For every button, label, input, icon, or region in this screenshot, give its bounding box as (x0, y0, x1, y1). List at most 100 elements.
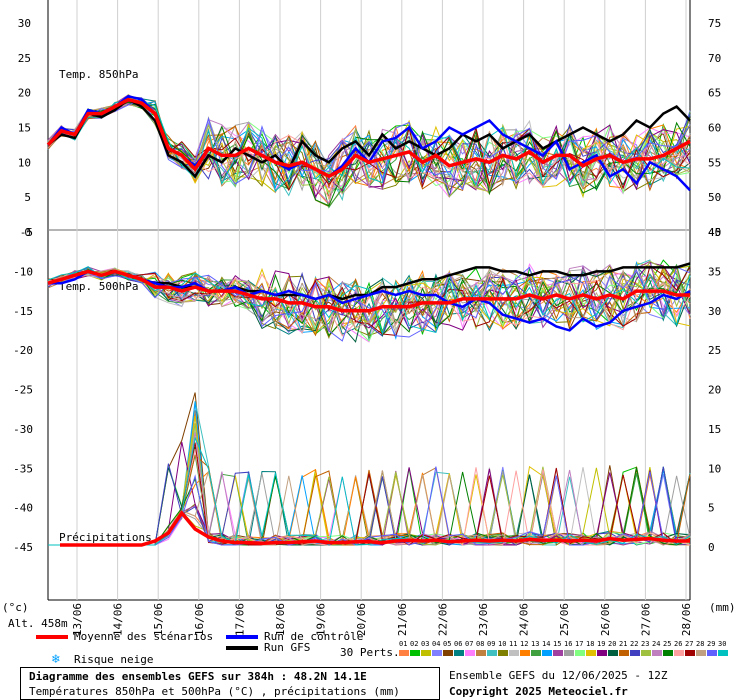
pert-number-label: 04 (432, 640, 441, 648)
pert-color-swatch (542, 650, 552, 656)
pert-color-swatch (619, 650, 629, 656)
precip-member-line (48, 400, 691, 546)
pert-color-swatch (421, 650, 431, 656)
pert-color-swatch (443, 650, 453, 656)
pert-number-label: 05 (443, 640, 452, 648)
pert-number-label: 11 (509, 640, 518, 648)
pert-color-swatch (696, 650, 706, 656)
pert-color-swatch (564, 650, 574, 656)
t500-left-tick: -35 (13, 462, 33, 475)
pert-number-label: 20 (608, 640, 617, 648)
t500-left-tick: -20 (13, 344, 33, 357)
legend-snow-label: Risque neige (74, 653, 154, 666)
legend-perts-label: 30 Perts. (340, 646, 400, 659)
precip-mean-line (60, 510, 690, 547)
pert-number-label: 18 (586, 640, 595, 648)
x-tick-label: 25/06 (558, 603, 571, 636)
t850-right-tick: 75 (708, 17, 721, 30)
x-tick-label: 19/06 (315, 603, 328, 636)
x-tick-label: 16/06 (193, 603, 206, 636)
pert-number-label: 03 (421, 640, 430, 648)
pert-color-swatch (597, 650, 607, 656)
pert-color-swatch (509, 650, 519, 656)
pert-color-swatch (465, 650, 475, 656)
pert-color-swatch (476, 650, 486, 656)
pert-number-label: 09 (487, 640, 496, 648)
t850-right-tick: 50 (708, 191, 721, 204)
right-unit-label: (mm) (709, 601, 736, 614)
pert-number-label: 07 (465, 640, 474, 648)
t850-right-tick: 60 (708, 122, 721, 135)
altitude-label: Alt. 458m (8, 617, 68, 630)
pert-number-label: 26 (674, 640, 683, 648)
legend-gfs-swatch (226, 646, 258, 650)
pert-number-label: 25 (663, 640, 672, 648)
x-tick-label: 22/06 (436, 603, 449, 636)
pert-color-swatch (399, 650, 409, 656)
x-tick-label: 14/06 (112, 603, 125, 636)
t850-left-tick: 0 (24, 226, 31, 239)
precip-right-tick: 5 (708, 502, 715, 515)
t850-panel-title: Temp. 850hPa (59, 68, 138, 81)
pert-color-swatch (410, 650, 420, 656)
pert-number-label: 14 (542, 640, 551, 648)
pert-color-swatch (575, 650, 585, 656)
precip-right-tick: 40 (708, 226, 721, 239)
pert-number-label: 17 (575, 640, 584, 648)
pert-color-swatch (531, 650, 541, 656)
pert-number-label: 12 (520, 640, 529, 648)
t500-member-line (47, 266, 691, 336)
t850-left-tick: 5 (24, 191, 31, 204)
t500-control-line (48, 270, 691, 332)
t850-right-tick: 65 (708, 87, 721, 100)
pert-number-label: 16 (564, 640, 573, 648)
t500-left-tick: -10 (13, 265, 33, 278)
t500-mean-line (47, 269, 690, 313)
t500-left-tick: -5 (20, 226, 33, 239)
pert-number-label: 21 (619, 640, 628, 648)
legend-gfs-label: Run GFS (264, 641, 311, 654)
t500-left-tick: -30 (13, 423, 33, 436)
t850-left-tick: 15 (18, 122, 31, 135)
precip-right-tick: 20 (708, 384, 721, 397)
x-tick-label: 27/06 (639, 603, 652, 636)
pert-color-swatch (608, 650, 618, 656)
x-tick-label: 15/06 (152, 603, 165, 636)
t500-left-tick: -40 (13, 502, 33, 515)
precip-right-tick: 30 (708, 305, 721, 318)
pert-number-label: 22 (630, 640, 639, 648)
precip-right-tick: 25 (708, 344, 721, 357)
x-tick-label: 28/06 (680, 603, 693, 636)
pert-number-label: 24 (652, 640, 661, 648)
t850-mean-line (46, 97, 691, 179)
pert-color-swatch (498, 650, 508, 656)
x-tick-label: 20/06 (355, 603, 368, 636)
t850-member-line (47, 101, 691, 207)
t850-left-tick: 30 (18, 17, 31, 30)
pert-number-label: 08 (476, 640, 485, 648)
precip-right-tick: 35 (708, 265, 721, 278)
footer-subtitle: Températures 850hPa et 500hPa (°C) , pré… (29, 685, 400, 698)
pert-color-swatch (685, 650, 695, 656)
t850-right-tick: 55 (708, 156, 721, 169)
pert-color-swatch (674, 650, 684, 656)
pert-color-swatch (553, 650, 563, 656)
t850-member-line (47, 96, 691, 195)
pert-color-swatch (707, 650, 717, 656)
pert-number-label: 29 (707, 640, 716, 648)
t850-member-line (47, 97, 691, 190)
precip-panel-title: Précipitations (59, 531, 152, 544)
t850-left-tick: 25 (18, 52, 31, 65)
left-unit-label: (°c) (2, 601, 29, 614)
t850-gfs-line (47, 98, 691, 179)
pert-number-label: 19 (597, 640, 606, 648)
snow-icon: ❄ (52, 652, 60, 667)
t850-left-tick: 10 (18, 156, 31, 169)
t500-left-tick: -25 (13, 384, 33, 397)
t500-left-tick: -45 (13, 541, 33, 554)
legend-mean-label: Moyenne des scénarios (74, 630, 214, 643)
pert-number-label: 30 (718, 640, 727, 648)
pert-number-label: 10 (498, 640, 507, 648)
t500-left-tick: -15 (13, 305, 33, 318)
